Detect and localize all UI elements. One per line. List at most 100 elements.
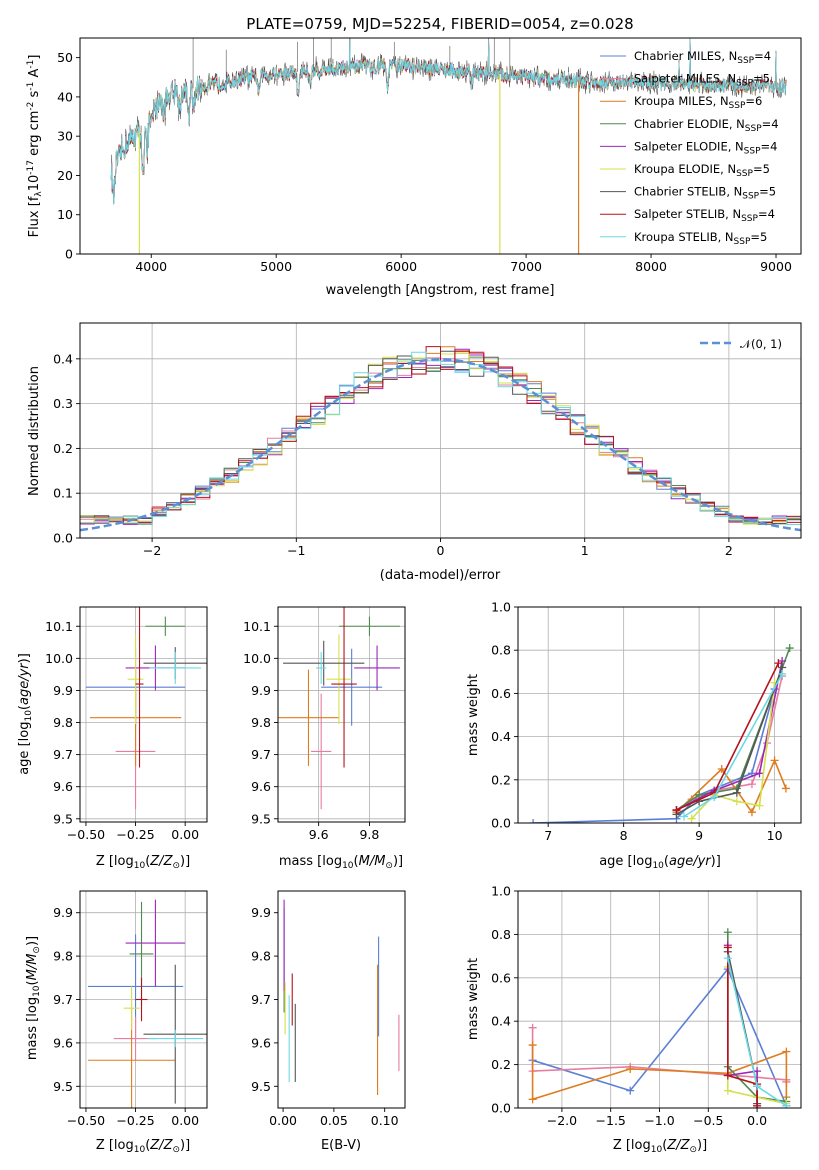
legend-label: Chabrier ELODIE, NSSP=4 [634, 117, 779, 134]
frame-layer: 7 8 9 10 0.0 0.2 0.4 0.6 0.8 1.0 [491, 600, 802, 843]
x-tick-label: 0.10 [371, 1113, 399, 1128]
spectrum-panel: wavelength [Angstrom, rest frame] Flux [… [26, 37, 802, 298]
y-tick-label: 9.5 [251, 811, 271, 826]
frame-layer: 4000 5000 6000 7000 8000 9000 0 10 20 30 40 50 Chabr… [57, 37, 802, 274]
series-marker [753, 1101, 762, 1108]
series-marker [753, 1082, 762, 1091]
frame-layer: −0.50 −0.25 0.00 9.5 9.6 9.7 9.8 9.9 10.0 10.1 [45, 606, 208, 842]
spectrum-legend: Chabrier MILES, NSSP=4 Salpeter MILES, NS… [600, 49, 779, 247]
x-tick-label: 0.00 [269, 1113, 297, 1128]
legend-label: Salpeter ELODIE, NSSP=4 [634, 139, 777, 156]
age-vs-z-panel: Z [log10​(Z/Z⊙​)] age [log10​(age/yr)] −… [17, 606, 208, 871]
age-vs-z-xlabel: Z [log10​(Z/Z⊙​)] [96, 854, 190, 871]
x-tick-label: 8000 [635, 259, 667, 274]
y-tick-label: 10.0 [45, 651, 73, 666]
legend-label: 𝒩(0, 1) [740, 337, 782, 351]
y-tick-label: 40 [57, 89, 73, 104]
y-tick-label: 10.1 [45, 619, 73, 634]
legend-label: Kroupa STELIB, NSSP=5 [634, 230, 767, 247]
frame-layer: 0.00 0.05 0.10 9.5 9.6 9.7 9.8 9.9 [251, 890, 406, 1128]
x-tick-label: 0 [437, 543, 445, 558]
x-tick-label: 5000 [260, 259, 292, 274]
y-tick-label: 10 [57, 207, 73, 222]
legend-label: Kroupa MILES, NSSP=6 [634, 94, 762, 111]
series-marker [710, 793, 719, 802]
y-tick-label: 9.8 [251, 715, 271, 730]
series-marker [528, 1023, 537, 1032]
series-line-kroupa-miles [531, 1045, 788, 1101]
x-tick-label: −1.0 [644, 1113, 674, 1128]
y-tick-label: 0.0 [491, 816, 511, 831]
age-vs-mass-plot-area: 9.6 9.8 9.5 9.6 9.7 9.8 9.9 10.0 10.1 [243, 606, 406, 842]
mass-vs-ebv-panel: E(B-V) 0.00 0.05 0.10 9.5 9.6 9.7 9.8 9.9 [251, 890, 406, 1153]
series-marker [782, 1047, 791, 1056]
series-marker [732, 788, 741, 797]
y-tick-label: 0.8 [491, 927, 511, 942]
series-marker [778, 669, 787, 678]
series-marker [672, 806, 681, 815]
age-vs-mass-xlabel: mass [log10​(M/M⊙​)] [279, 854, 403, 871]
axes-frame [79, 37, 802, 255]
age-vs-z-ylabel: age [log10​(age/yr)] [17, 653, 34, 775]
plot-layer [87, 899, 207, 1108]
series-marker [528, 1041, 537, 1050]
y-tick-label: 9.7 [251, 747, 271, 762]
x-tick-label: −2.0 [547, 1113, 577, 1128]
y-tick-label: 9.7 [53, 992, 73, 1007]
x-tick-label: 8 [620, 828, 628, 843]
plot-layer [278, 607, 400, 810]
massweight-vs-age-plot-area: 7 8 9 10 0.0 0.2 0.4 0.6 0.8 1.0 [491, 600, 802, 843]
y-tick-label: 9.9 [53, 683, 73, 698]
series-marker [781, 784, 790, 793]
massweight-vs-z-xlabel: Z [log10​(Z/Z⊙​)] [613, 1138, 707, 1155]
y-tick-label: 9.6 [251, 779, 271, 794]
y-tick-label: 30 [57, 129, 73, 144]
series-marker [723, 928, 732, 937]
y-tick-label: 9.6 [53, 1035, 73, 1050]
massweight-vs-age-ylabel: mass weight [466, 674, 481, 756]
legend-label: Chabrier STELIB, NSSP=5 [634, 185, 776, 202]
y-tick-label: 9.7 [53, 747, 73, 762]
y-tick-label: 9.9 [251, 905, 271, 920]
x-tick-label: 2 [725, 543, 733, 558]
series-line-chabrier-miles [532, 967, 788, 1107]
residuals-ylabel: Normed distribution [27, 366, 42, 496]
y-tick-label: 9.6 [251, 1035, 271, 1050]
histogram-salpeter-stelib [80, 346, 801, 524]
y-tick-label: 0.6 [491, 970, 511, 985]
plot-layer [110, 38, 787, 254]
y-tick-label: 0.3 [53, 396, 73, 411]
axes-frame [277, 606, 406, 823]
x-tick-label: −0.25 [116, 1113, 154, 1128]
x-tick-label: −1 [287, 543, 305, 558]
y-tick-label: 9.9 [53, 905, 73, 920]
y-tick-label: 1.0 [491, 600, 511, 615]
frame-layer: −2.0 −1.5 −1.0 −0.5 0.0 0.0 0.2 0.4 0.6 0.8 1.0 [491, 884, 802, 1128]
residuals-xlabel: (data-model)/error [380, 568, 501, 583]
series-marker [687, 814, 696, 823]
y-tick-label: 0.6 [491, 686, 511, 701]
x-tick-label: 10 [767, 828, 783, 843]
normal-curve [80, 358, 801, 532]
x-tick-label: 6000 [385, 259, 417, 274]
legend-label: Salpeter MILES, NSSP=5 [634, 72, 770, 89]
age-vs-mass-panel: mass [log10​(M/M⊙​)] 9.69.89.59.69.79.89… [243, 606, 406, 871]
series-marker [770, 756, 779, 765]
massweight-vs-z-plot-area: −2.0 −1.5 −1.0 −0.5 0.0 0.0 0.2 0.4 0.6 0.8 1.0 [491, 884, 802, 1128]
x-tick-label: 0.00 [171, 827, 199, 842]
y-tick-label: 9.5 [251, 1079, 271, 1094]
series-marker [680, 812, 689, 821]
y-tick-label: 0.4 [53, 351, 73, 366]
mass-vs-z-ylabel: mass [log10​(M/M⊙​)] [25, 936, 42, 1060]
y-tick-label: 20 [57, 168, 73, 183]
y-tick-label: 0.1 [53, 486, 73, 501]
massweight-vs-z-ylabel: mass weight [466, 958, 481, 1040]
x-tick-label: 0.0 [747, 1113, 767, 1128]
series-marker [774, 659, 783, 668]
x-tick-label: −2 [143, 543, 161, 558]
figure-title: PLATE=0759, MJD=52254, FIBERID=0054, z=0… [246, 15, 633, 33]
series-marker [529, 819, 538, 823]
residuals-plot-area: −2 −1 0 1 2 0.0 0.1 0.2 0.3 0.4 𝒩(0, 1) [53, 322, 802, 558]
series-marker [755, 769, 764, 778]
